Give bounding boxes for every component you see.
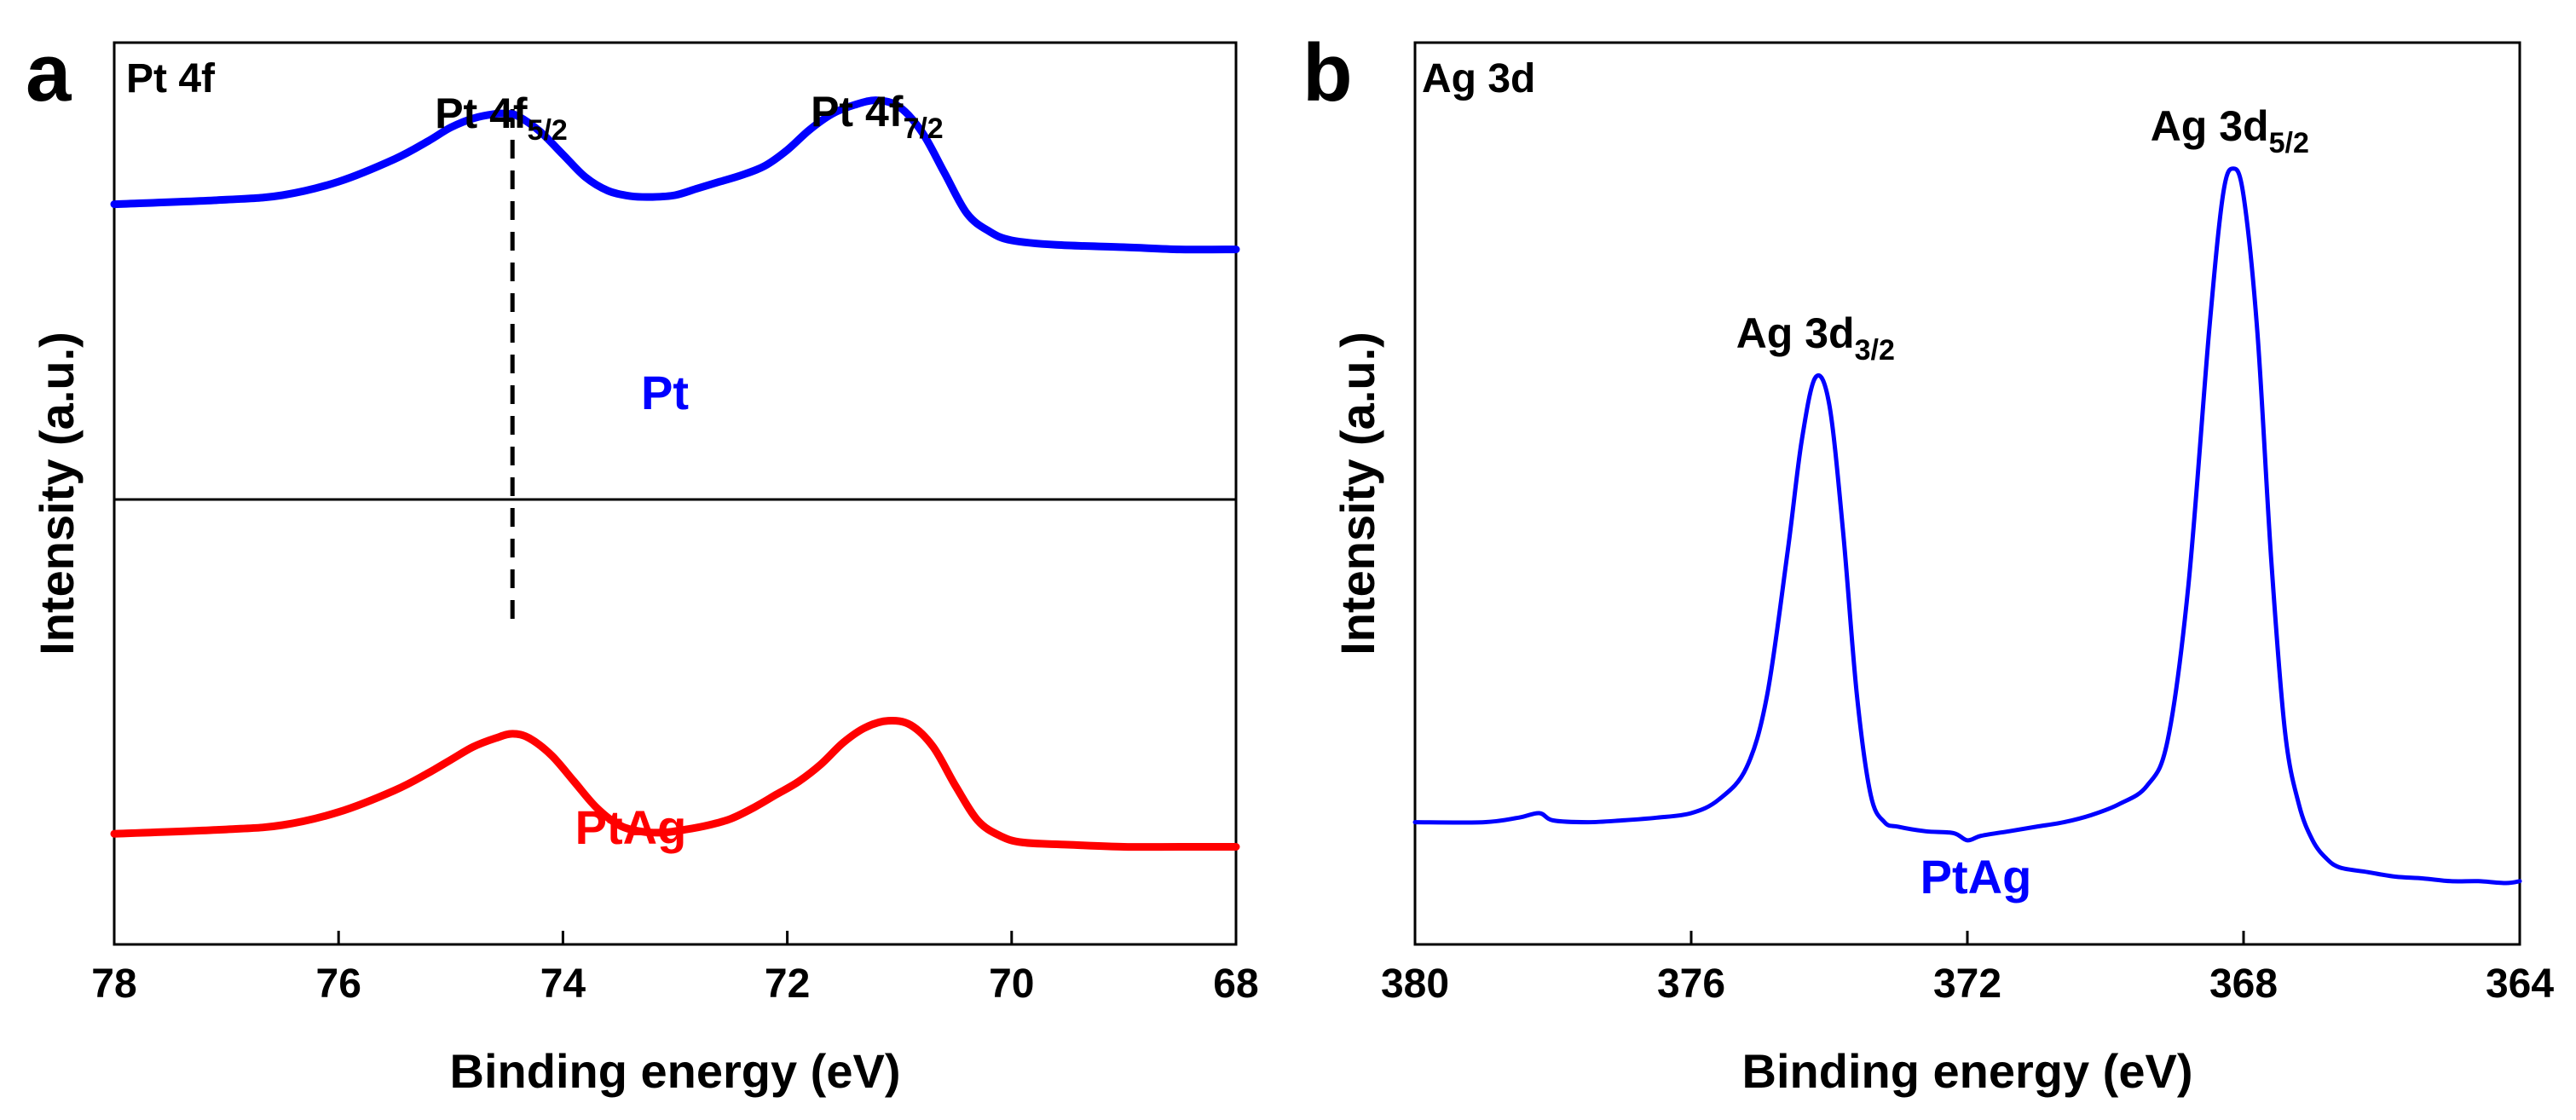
x-tick-label: 364 bbox=[2486, 961, 2554, 1007]
panel-a-xlabel: Binding energy (eV) bbox=[450, 1044, 901, 1098]
x-tick-label: 78 bbox=[91, 961, 136, 1007]
ptag-series-label: PtAg bbox=[575, 800, 687, 854]
panel-b-letter: b bbox=[1302, 27, 1353, 118]
ptag-curve bbox=[110, 716, 1240, 852]
panel-b-title: Ag 3d bbox=[1422, 56, 1535, 101]
panel-b-xlabel: Binding energy (eV) bbox=[1742, 1044, 2193, 1098]
panel-a-letter: a bbox=[26, 27, 72, 118]
panel-a-frame bbox=[113, 41, 1238, 946]
ptag-ag-curve bbox=[1412, 166, 2522, 886]
x-tick-label: 76 bbox=[316, 961, 361, 1007]
pt-4f72-annotation: Pt 4f7/2 bbox=[811, 88, 944, 145]
pt-curve bbox=[110, 96, 1240, 254]
ag-3d52-annotation: Ag 3d5/2 bbox=[2151, 102, 2309, 159]
x-tick-label: 68 bbox=[1213, 961, 1258, 1007]
pt-4f52-annotation: Pt 4f5/2 bbox=[435, 89, 568, 147]
x-tick-label: 380 bbox=[1381, 961, 1449, 1007]
x-tick-label: 372 bbox=[1933, 961, 2001, 1007]
ag-3d32-annotation: Ag 3d3/2 bbox=[1736, 309, 1895, 367]
x-tick-label: 74 bbox=[540, 961, 586, 1007]
panel-a: a Pt 4f Pt 4f5/2 Pt 4f7/2 Pt PtAg 78 76 74… bbox=[26, 27, 1259, 1098]
ptag-b-series-label: PtAg bbox=[1920, 850, 2032, 904]
panel-b-ylabel: Intensity (a.u.) bbox=[1331, 332, 1384, 655]
x-tick-label: 376 bbox=[1657, 961, 1725, 1007]
x-tick-label: 72 bbox=[765, 961, 810, 1007]
panel-b-frame bbox=[1413, 41, 2521, 946]
panel-b: b Ag 3d Ag 3d3/2 Ag 3d5/2 PtAg 380 376 372… bbox=[1302, 27, 2554, 1098]
x-tick-label: 70 bbox=[989, 961, 1034, 1007]
panel-b-x-axis: 380 376 372 368 364 bbox=[1381, 931, 2554, 1007]
x-tick-label: 368 bbox=[2209, 961, 2278, 1007]
panel-a-ylabel: Intensity (a.u.) bbox=[30, 332, 84, 655]
pt-series-label: Pt bbox=[641, 366, 689, 419]
panel-a-x-axis: 78 76 74 72 70 68 bbox=[91, 931, 1259, 1007]
panel-a-title: Pt 4f bbox=[126, 56, 216, 101]
